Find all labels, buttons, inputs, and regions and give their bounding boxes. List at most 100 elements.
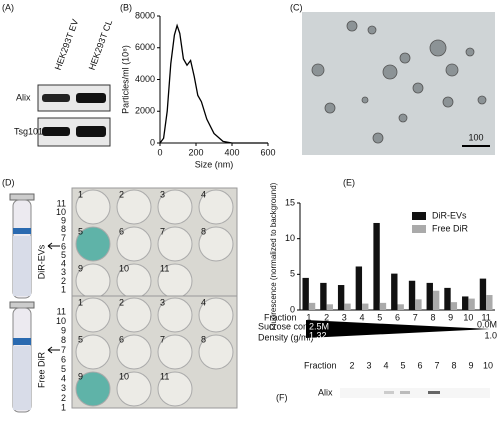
well-number: 10 [119, 371, 129, 381]
well-number: 7 [160, 334, 165, 344]
tube-number: 4 [61, 259, 66, 269]
well [157, 334, 193, 370]
tube-number: 11 [57, 198, 66, 208]
column-label: HEK293T CL [87, 18, 114, 71]
y-tick-label: 15 [285, 197, 295, 207]
tube-number: 4 [61, 374, 66, 384]
bar [462, 296, 469, 310]
tube-number: 8 [61, 335, 66, 345]
y-tick-label: 4000 [135, 74, 155, 84]
bar [337, 285, 345, 310]
row-label: Alix [318, 387, 333, 397]
band [42, 127, 70, 136]
well-number: 4 [201, 189, 206, 199]
band [76, 93, 106, 103]
tube-number: 2 [61, 393, 66, 403]
tube-number: 10 [56, 316, 66, 326]
x-tick-label: 5 [377, 312, 382, 322]
y-axis-label: Fluorescence (normalized to background) [269, 182, 278, 330]
x-tick-label: 1 [306, 312, 311, 322]
panel-label: (A) [2, 2, 14, 12]
tube-number: 7 [61, 345, 66, 355]
well [75, 189, 111, 225]
fraction-label: 4 [383, 360, 388, 370]
tube-number: 3 [61, 383, 66, 393]
bar [415, 299, 422, 310]
well [157, 371, 193, 407]
well [75, 371, 111, 407]
fraction-label: 8 [451, 360, 456, 370]
well-number: 8 [201, 334, 206, 344]
x-tick-label: 6 [395, 312, 400, 322]
band [42, 94, 70, 102]
well [157, 297, 193, 333]
bar [302, 277, 309, 310]
fraction-label: 5 [400, 360, 405, 370]
gradient-value: 2.5M [309, 321, 329, 331]
bar [408, 280, 416, 310]
tube-number: 6 [61, 241, 66, 251]
tube-number: 5 [61, 250, 66, 260]
panel-label: (B) [120, 2, 132, 12]
legend-label: DiR-EVs [432, 210, 467, 220]
well [116, 189, 152, 225]
tube-label: DiR-EVs [36, 244, 46, 279]
fraction-label: 6 [417, 360, 422, 370]
blot [340, 388, 490, 398]
bar [444, 287, 451, 310]
well-number: 8 [201, 226, 206, 236]
x-tick-label: 7 [413, 312, 418, 322]
bar [479, 278, 487, 310]
y-tick-label: 10 [285, 233, 295, 243]
bar [397, 304, 404, 310]
bar [468, 298, 475, 310]
bar [355, 266, 363, 310]
x-tick-label: 3 [342, 312, 347, 322]
well [157, 226, 193, 262]
axis-label: Fraction [264, 312, 297, 322]
panel-label: (F) [276, 392, 288, 402]
axis-label: Fraction [304, 360, 337, 370]
well-number: 3 [160, 189, 165, 199]
bar [450, 302, 458, 310]
bar [344, 303, 351, 310]
panel-label: (E) [343, 177, 355, 187]
well [116, 226, 152, 262]
tube-number: 7 [61, 233, 66, 243]
arrow [47, 242, 60, 250]
x-tick-label: 600 [260, 147, 275, 157]
band [384, 391, 394, 394]
well [116, 297, 152, 333]
x-tick-label: 10 [463, 312, 473, 322]
gradient-value: 1.32 [309, 330, 327, 340]
panel-label: (D) [2, 177, 15, 187]
fraction-label: 9 [468, 360, 473, 370]
well [157, 189, 193, 225]
tube [9, 193, 35, 413]
bar [320, 282, 327, 310]
tube-number: 9 [61, 326, 66, 336]
well [75, 297, 111, 333]
band [400, 391, 410, 394]
x-axis-label: Size (nm) [195, 159, 234, 169]
x-tick-label: 400 [224, 147, 239, 157]
well-number: 9 [78, 371, 83, 381]
tube-number: 11 [57, 306, 66, 316]
bar [362, 303, 369, 310]
well [75, 226, 111, 262]
well [116, 371, 152, 407]
row-label: Tsg101 [14, 126, 43, 136]
well [198, 226, 234, 262]
band [76, 126, 106, 137]
y-tick-label: 5 [290, 269, 295, 279]
x-tick-label: 9 [448, 312, 453, 322]
fraction-label: 2 [349, 360, 354, 370]
vesicles [311, 20, 487, 144]
panel-label: (C) [290, 2, 303, 12]
x-tick-label: 0 [157, 147, 162, 157]
well-number: 5 [78, 226, 83, 236]
bar [391, 273, 398, 310]
fraction-label: 7 [434, 360, 439, 370]
well-number: 11 [160, 371, 169, 381]
